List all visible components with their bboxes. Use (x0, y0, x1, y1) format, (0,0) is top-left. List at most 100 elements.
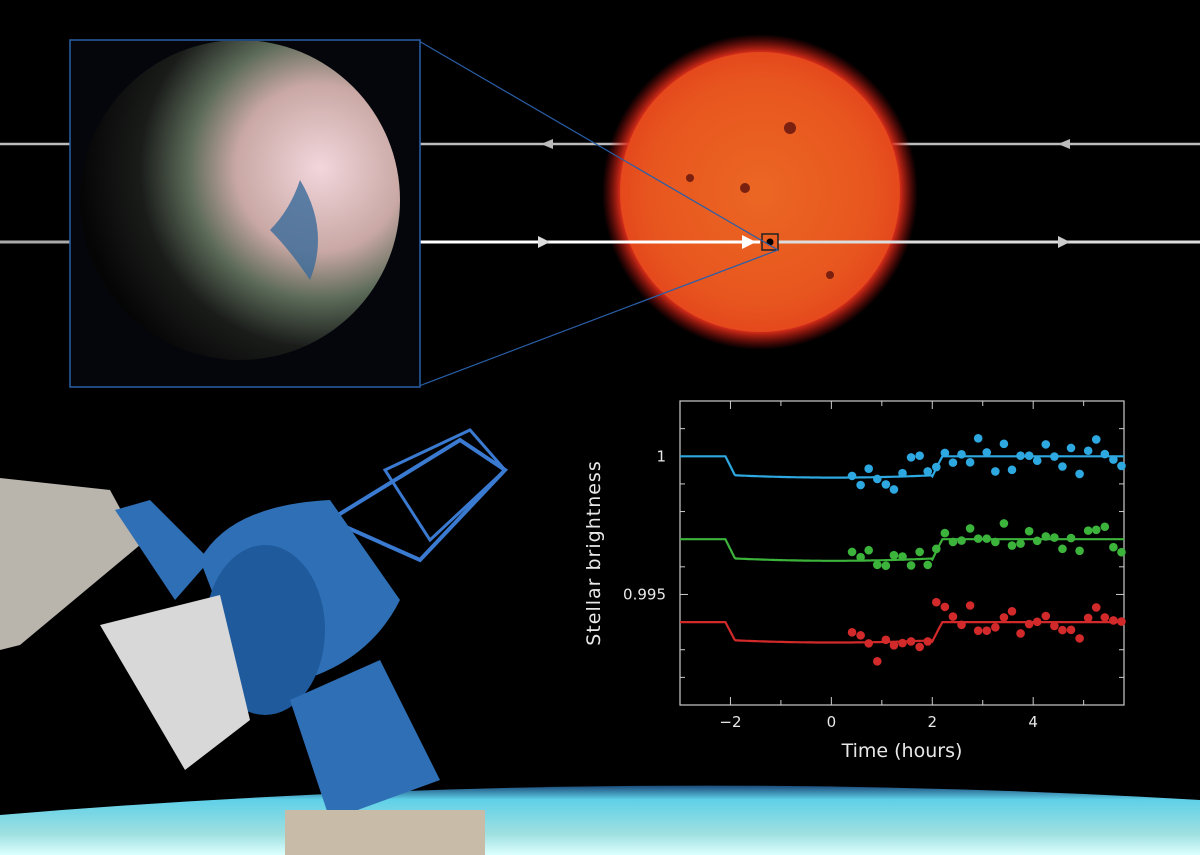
data-point (1100, 613, 1110, 622)
data-point (872, 474, 882, 484)
data-point (864, 545, 873, 555)
data-point (881, 635, 891, 645)
data-point (982, 534, 992, 543)
data-point (906, 453, 916, 462)
data-point (1041, 611, 1051, 621)
red-dwarf-star (602, 34, 918, 350)
data-point (915, 642, 924, 652)
data-point (1024, 526, 1034, 536)
x-tick-label: −2 (719, 713, 741, 731)
data-point (872, 657, 882, 666)
data-point (932, 462, 941, 472)
data-point (889, 641, 899, 650)
data-point (991, 467, 1000, 476)
data-point (1058, 544, 1067, 554)
data-point (847, 547, 857, 557)
data-point (872, 560, 882, 570)
data-point (906, 637, 916, 646)
data-point (1117, 461, 1126, 471)
data-point (965, 601, 975, 610)
data-point (898, 552, 907, 561)
x-axis-label: Time (hours) (841, 740, 963, 762)
data-point (940, 602, 950, 612)
data-point (1041, 440, 1051, 449)
data-point (881, 480, 891, 489)
data-point (1091, 525, 1101, 535)
data-point (847, 628, 857, 637)
data-point (1083, 613, 1093, 623)
data-point (889, 485, 899, 494)
data-point (898, 468, 907, 478)
data-point (1117, 547, 1126, 557)
data-point (915, 547, 924, 557)
data-point (965, 458, 975, 467)
data-point (1075, 469, 1084, 479)
data-point (1109, 616, 1118, 625)
y-tick-label: 1 (656, 447, 666, 465)
data-point (923, 467, 933, 476)
exoplanet (80, 41, 400, 360)
data-point (1050, 621, 1059, 631)
data-point (999, 519, 1009, 528)
data-point (957, 536, 966, 545)
data-point (1117, 617, 1126, 626)
data-point (957, 450, 966, 459)
data-point (906, 561, 916, 570)
telescope (0, 428, 509, 855)
x-tick-label: 2 (927, 713, 937, 731)
data-point (991, 623, 1000, 632)
data-point (1091, 435, 1101, 444)
data-point (898, 638, 907, 648)
data-point (982, 626, 992, 635)
planet-inset (69, 39, 421, 388)
data-point (923, 637, 933, 646)
data-point (1032, 456, 1042, 465)
data-point (1083, 526, 1093, 535)
data-point (1024, 619, 1034, 629)
data-point (1007, 465, 1017, 475)
data-point (847, 471, 857, 481)
data-point (999, 613, 1009, 622)
data-point (982, 448, 992, 457)
data-point (991, 537, 1000, 547)
data-point (915, 451, 924, 461)
data-point (1007, 607, 1017, 616)
data-point (1016, 629, 1025, 638)
data-point (1109, 542, 1118, 552)
data-point (1050, 533, 1059, 542)
data-point (856, 552, 865, 562)
data-point (856, 480, 865, 490)
data-point (965, 524, 975, 533)
data-point (1066, 443, 1076, 453)
data-point (1007, 541, 1017, 550)
data-point (1058, 625, 1067, 635)
data-point (932, 544, 941, 554)
data-point (864, 464, 873, 474)
data-point (1066, 625, 1076, 635)
data-point (948, 537, 958, 547)
data-point (1016, 539, 1025, 548)
data-point (1075, 634, 1084, 643)
data-point (1083, 446, 1093, 456)
data-point (1100, 449, 1110, 459)
data-point (856, 631, 865, 640)
data-point (1050, 452, 1059, 461)
x-tick-label: 0 (827, 713, 837, 731)
y-tick-label: 0.995 (623, 585, 666, 603)
data-point (1016, 451, 1025, 461)
data-point (1075, 546, 1084, 556)
data-point (1066, 533, 1076, 543)
data-point (1058, 462, 1067, 471)
data-point (1109, 455, 1118, 464)
data-point (999, 439, 1009, 449)
data-point (948, 612, 958, 621)
data-point (973, 434, 983, 443)
data-point (940, 448, 950, 458)
y-axis-label: Stellar brightness (583, 460, 605, 645)
data-point (889, 550, 899, 560)
data-point (948, 458, 958, 467)
data-point (1091, 603, 1101, 612)
data-point (932, 597, 941, 607)
data-point (1024, 451, 1034, 461)
